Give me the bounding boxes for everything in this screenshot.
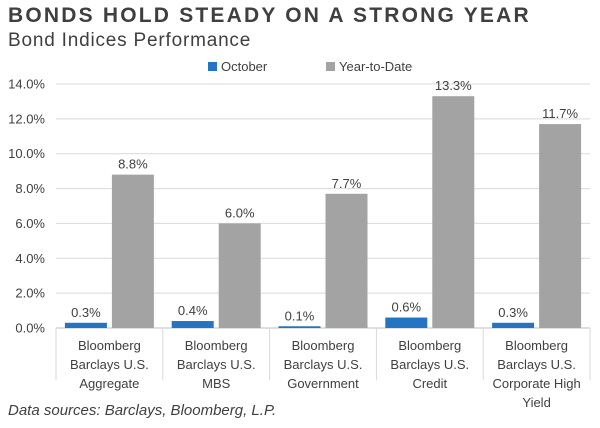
- october-bar: [171, 321, 214, 328]
- x-category-label: Bloomberg: [292, 338, 355, 353]
- ytd-data-label: 11.7%: [542, 106, 578, 121]
- ytd-bar: [218, 223, 261, 328]
- ytd-bar: [111, 174, 154, 328]
- ytd-bar: [325, 193, 368, 328]
- x-category-label: MBS: [202, 376, 231, 391]
- x-category-label: Credit: [412, 376, 447, 391]
- october-data-label: 0.1%: [285, 308, 315, 323]
- x-category-label: Barclays U.S.: [70, 357, 149, 372]
- x-category-label: Corporate High: [493, 376, 581, 391]
- ytd-data-label: 8.8%: [118, 157, 148, 172]
- october-data-label: 0.6%: [391, 300, 421, 315]
- legend-year-to-date-swatch: [326, 62, 335, 71]
- legend-october-swatch: [208, 62, 217, 71]
- chart-title: BONDS HOLD STEADY ON A STRONG YEAR: [8, 4, 531, 27]
- y-tick-label: 12.0%: [8, 111, 45, 126]
- legend-october-label: October: [221, 59, 268, 74]
- y-tick-label: 4.0%: [15, 251, 45, 266]
- y-tick-label: 2.0%: [15, 286, 45, 301]
- x-category-label: Barclays U.S.: [497, 357, 576, 372]
- legend-year-to-date-label: Year-to-Date: [339, 59, 412, 74]
- x-category-label: Barclays U.S.: [284, 357, 363, 372]
- y-tick-label: 14.0%: [8, 77, 45, 92]
- y-tick-label: 10.0%: [8, 146, 45, 161]
- x-category-label: Government: [287, 376, 359, 391]
- ytd-data-label: 13.3%: [435, 78, 472, 93]
- y-tick-label: 8.0%: [15, 181, 45, 196]
- x-category-label: Barclays U.S.: [177, 357, 256, 372]
- october-bar: [385, 317, 428, 328]
- ytd-data-label: 7.7%: [332, 176, 362, 191]
- y-tick-label: 6.0%: [15, 216, 45, 231]
- x-category-label: Aggregate: [79, 376, 139, 391]
- october-bar: [492, 322, 535, 328]
- chart-subtitle: Bond Indices Performance: [8, 30, 252, 51]
- ytd-bar: [432, 96, 475, 328]
- y-tick-label: 0.0%: [15, 321, 45, 336]
- ytd-bar: [539, 124, 582, 328]
- data-source-note: Data sources: Barclays, Bloomberg, L.P.: [8, 402, 277, 419]
- october-data-label: 0.3%: [498, 305, 528, 320]
- x-category-label: Barclays U.S.: [390, 357, 469, 372]
- x-category-label: Bloomberg: [78, 338, 141, 353]
- x-category-label: Yield: [522, 395, 550, 410]
- x-category-label: Bloomberg: [398, 338, 461, 353]
- ytd-data-label: 6.0%: [225, 205, 255, 220]
- x-category-label: Bloomberg: [505, 338, 568, 353]
- x-category-label: Bloomberg: [185, 338, 248, 353]
- october-bar: [64, 322, 107, 328]
- october-data-label: 0.4%: [178, 303, 208, 318]
- october-data-label: 0.3%: [71, 305, 101, 320]
- october-bar: [278, 326, 321, 328]
